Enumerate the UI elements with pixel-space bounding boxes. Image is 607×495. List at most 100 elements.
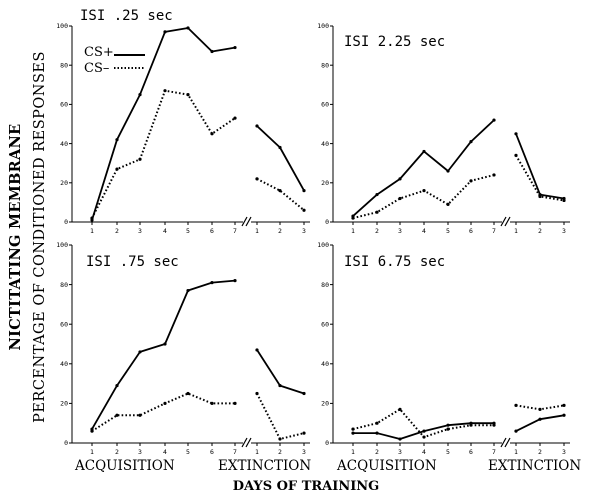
data-point-cs-plus — [233, 45, 237, 50]
y-tick-label: 80 — [60, 61, 68, 69]
y-tick-label: 0 — [64, 439, 68, 447]
data-point-cs-minus — [90, 429, 94, 433]
data-point-cs-plus — [446, 423, 450, 427]
y-tick-label: 80 — [321, 281, 329, 289]
data-point-cs-plus — [163, 342, 167, 346]
data-point-cs-plus — [278, 383, 282, 388]
data-point-cs-plus — [492, 118, 496, 122]
data-point-cs-plus — [514, 429, 518, 433]
data-point-cs-minus — [351, 427, 355, 431]
data-point-cs-minus — [446, 202, 450, 206]
data-point-cs-plus — [302, 391, 306, 396]
data-point-cs-minus — [398, 407, 402, 411]
x-tick-label: 2 — [278, 227, 282, 235]
data-point-cs-plus — [398, 177, 402, 181]
panel-isi-025: ISI .25 sec 0 20 40 60 80 100 1 2 3 4 5 6 7 1 2 3 — [56, 8, 310, 235]
y-tick-label: 40 — [321, 360, 329, 368]
data-point-cs-minus — [538, 194, 542, 199]
axis-break-mark — [241, 437, 248, 448]
data-point-cs-minus — [514, 403, 518, 407]
data-point-cs-minus — [538, 407, 542, 411]
data-point-cs-minus — [302, 431, 306, 435]
panel-title: ISI 6.75 sec — [344, 254, 445, 270]
x-tick-label: 6 — [210, 227, 214, 235]
data-point-cs-minus — [446, 427, 450, 431]
data-point-cs-minus — [278, 189, 282, 193]
series-cs-minus-acquisition-line — [91, 89, 236, 219]
y-tick-label: 60 — [60, 101, 68, 109]
axis-break-mark — [504, 437, 511, 448]
data-point-cs-minus — [138, 413, 142, 417]
data-point-cs-minus — [351, 216, 355, 220]
data-point-cs-minus — [210, 132, 214, 136]
series-cs-minus-extinction-line — [515, 154, 565, 202]
y-tick-label: 0 — [325, 439, 329, 447]
data-point-cs-minus — [469, 179, 473, 183]
data-point-cs-plus — [514, 132, 518, 136]
data-point-cs-minus — [210, 401, 214, 405]
y-tick-label: 80 — [321, 61, 329, 69]
x-tick-label: 7 — [492, 448, 496, 456]
data-point-cs-minus — [492, 423, 496, 427]
x-axis-title: DAYS OF TRAINING — [233, 479, 380, 494]
panel-isi-675: ISI 6.75 sec 0 20 40 60 80 100 1 2 3 4 5 6 7 1 2 3 — [317, 241, 570, 456]
x-tick-label: 3 — [562, 227, 566, 235]
data-point-cs-plus — [255, 124, 259, 128]
legend: CS+ CS– — [84, 45, 145, 76]
panel-isi-225: ISI 2.25 sec 0 20 40 60 80 100 1 2 3 4 5 6 7 1 2 3 — [317, 22, 570, 235]
data-point-cs-minus — [186, 93, 190, 97]
x-tick-label: 3 — [562, 448, 566, 456]
y-tick-label: 60 — [60, 320, 68, 328]
data-point-cs-plus — [351, 431, 355, 435]
data-point-cs-minus — [469, 423, 473, 427]
data-point-cs-minus — [514, 153, 518, 157]
y-tick-label: 20 — [321, 179, 329, 187]
panel-isi-075: ISI .75 sec 0 20 40 60 80 100 1 2 3 4 5 6 7 1 2 3 — [56, 241, 310, 456]
data-point-cs-plus — [115, 383, 119, 388]
x-tick-label: 1 — [90, 227, 94, 235]
x-tick-label: 5 — [186, 448, 190, 456]
x-tick-label: 2 — [115, 448, 119, 456]
panel-title: ISI .75 sec — [86, 254, 179, 270]
data-point-cs-minus — [562, 403, 566, 407]
x-tick-label: 3 — [138, 227, 142, 235]
data-point-cs-plus — [255, 348, 259, 352]
x-tick-label: 2 — [375, 448, 379, 456]
data-point-cs-minus — [90, 216, 94, 220]
x-tick-label: 7 — [492, 227, 496, 235]
data-point-cs-minus — [422, 189, 426, 193]
x-tick-label: 3 — [138, 448, 142, 456]
series-cs-plus-acquisition-line — [352, 119, 495, 218]
data-point-cs-plus — [138, 350, 142, 354]
y-tick-label: 40 — [60, 140, 68, 148]
x-tick-label: 7 — [233, 448, 237, 456]
data-point-cs-plus — [422, 429, 426, 433]
data-point-cs-plus — [302, 189, 306, 193]
data-point-cs-minus — [163, 401, 167, 405]
data-point-cs-plus — [398, 437, 402, 441]
x-tick-label: 4 — [163, 448, 167, 456]
data-point-cs-plus — [138, 93, 142, 97]
x-tick-label: 6 — [469, 227, 473, 235]
data-point-cs-plus — [210, 281, 214, 285]
legend-cs-minus-label: CS– — [84, 61, 109, 76]
data-point-cs-plus — [538, 417, 542, 421]
data-point-cs-plus — [375, 431, 379, 435]
data-point-cs-minus — [115, 413, 119, 417]
y-axis-title-2: PERCENTAGE OF CONDITIONED RESPONSES — [32, 51, 48, 423]
data-point-cs-minus — [138, 157, 142, 161]
y-tick-label: 80 — [60, 281, 68, 289]
data-point-cs-minus — [255, 177, 259, 181]
x-tick-label: 1 — [351, 227, 355, 235]
data-point-cs-minus — [186, 391, 190, 396]
x-tick-label: 1 — [255, 227, 259, 235]
series-cs-plus-extinction-line — [256, 125, 305, 192]
data-point-cs-plus — [562, 413, 566, 417]
phase-label-acquisition-left: ACQUISITION — [74, 458, 175, 474]
legend-cs-plus-label: CS+ — [84, 45, 114, 60]
y-tick-label: 0 — [325, 218, 329, 226]
axis-break-mark — [504, 216, 511, 227]
y-axis-title-1: NICTITATING MEMBRANE — [7, 124, 24, 351]
x-tick-label: 2 — [375, 227, 379, 235]
